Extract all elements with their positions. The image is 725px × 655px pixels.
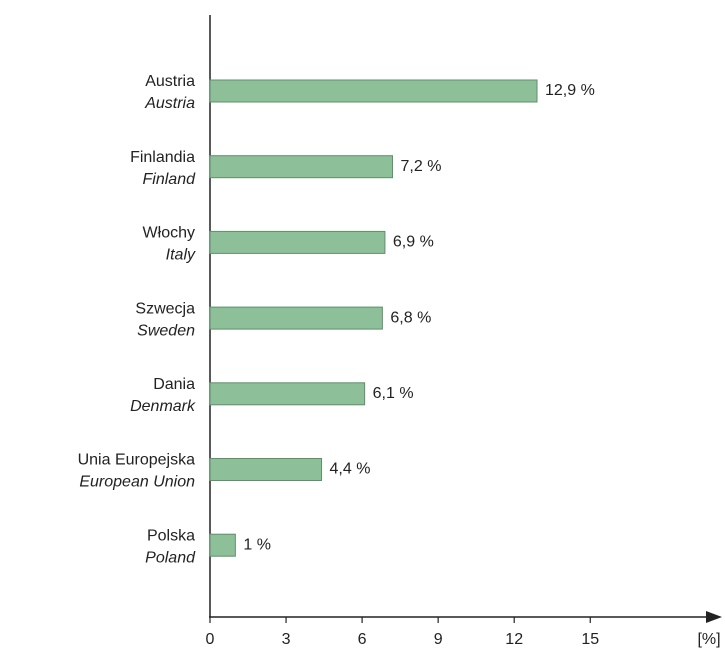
x-tick-label: 12 [505, 631, 523, 648]
x-tick-label: 9 [434, 631, 443, 648]
value-label: 4,4 % [330, 461, 371, 478]
bar [209, 230, 386, 254]
category-label: Dania [153, 376, 195, 393]
value-label: 1 % [243, 536, 271, 553]
category-label: Polska [147, 527, 195, 544]
category-label: Włochy [143, 225, 195, 242]
category-label: Austria [145, 73, 195, 90]
category-label-en: European Union [79, 474, 195, 491]
bar [209, 79, 538, 103]
value-label: 6,8 % [390, 309, 431, 326]
axis-arrow [706, 611, 722, 623]
category-label: Szwecja [135, 300, 195, 317]
x-tick-label: 15 [581, 631, 599, 648]
value-label: 6,9 % [393, 234, 434, 251]
x-axis-label: [%] [697, 631, 720, 648]
category-label-en: Austria [144, 95, 195, 112]
category-label-en: Denmark [130, 398, 196, 415]
value-label: 12,9 % [545, 82, 595, 99]
category-label-en: Finland [143, 171, 197, 188]
x-tick-label: 3 [282, 631, 291, 648]
bar [209, 533, 236, 557]
bar [209, 458, 323, 481]
category-label: Finlandia [130, 149, 195, 166]
value-label: 6,1 % [373, 385, 414, 402]
category-label: Unia Europejska [78, 452, 196, 469]
category-label-en: Italy [166, 247, 196, 264]
bar [209, 306, 383, 330]
x-tick-label: 0 [206, 631, 215, 648]
category-label-en: Sweden [137, 322, 195, 339]
category-label-en: Poland [145, 549, 196, 566]
value-label: 7,2 % [401, 158, 442, 175]
x-tick-label: 6 [358, 631, 367, 648]
bar [209, 155, 394, 179]
bar [209, 382, 366, 406]
